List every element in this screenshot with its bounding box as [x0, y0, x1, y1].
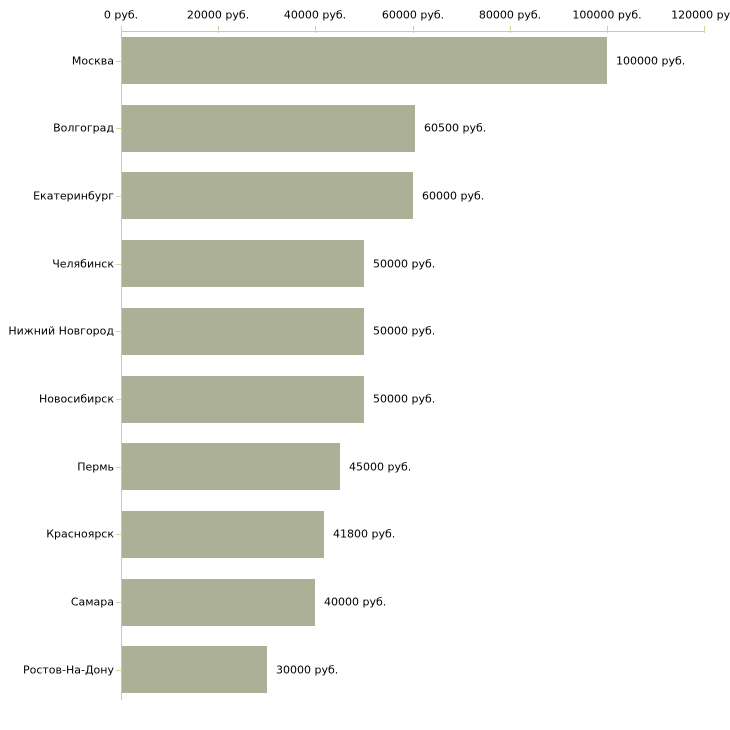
category-axis-tick [116, 331, 121, 332]
bar-value-label: 41800 руб. [333, 527, 396, 541]
value-axis-tick-label: 0 руб. [103, 8, 139, 22]
bar-value-label: 30000 руб. [276, 663, 339, 677]
bar-value-label: 50000 руб. [373, 392, 436, 406]
category-axis-tick [116, 128, 121, 129]
value-axis-tick [510, 26, 511, 33]
category-axis-tick [116, 61, 121, 62]
bar-value-label: 50000 руб. [373, 324, 436, 338]
category-axis-tick [116, 399, 121, 400]
value-axis-tick-label: 20000 руб. [186, 8, 250, 22]
bar-value-label: 60000 руб. [422, 189, 485, 203]
category-label: Москва [71, 54, 114, 67]
bar [122, 308, 364, 355]
bar-value-label: 40000 руб. [324, 595, 387, 609]
bar-value-label: 100000 руб. [616, 54, 686, 67]
bar [122, 172, 413, 219]
category-axis-tick [116, 196, 121, 197]
category-axis-tick [116, 264, 121, 265]
bar [122, 579, 315, 626]
value-axis-tick-label: 80000 руб. [478, 8, 542, 22]
category-label: Новосибирск [38, 392, 114, 406]
value-axis-tick-label: 60000 руб. [381, 8, 445, 22]
bar [122, 376, 364, 423]
bar [122, 240, 364, 287]
bar [122, 37, 607, 84]
bar [122, 105, 415, 152]
bar-value-label: 60500 руб. [424, 121, 487, 135]
bar-value-label: 45000 руб. [349, 460, 412, 474]
value-axis-tick [121, 26, 122, 33]
category-label: Екатеринбург [33, 189, 114, 203]
value-axis-tick-label: 120000 руб [671, 8, 730, 22]
bar-value-label: 50000 руб. [373, 257, 436, 271]
category-axis-tick [116, 602, 121, 603]
value-axis-line [121, 31, 704, 32]
bar [122, 511, 324, 558]
value-axis-tick [315, 26, 316, 33]
category-label: Волгоград [53, 121, 114, 135]
category-label: Челябинск [52, 257, 114, 271]
category-label: Нижний Новгород [8, 324, 114, 338]
category-label: Пермь [77, 460, 114, 474]
category-axis-tick [116, 534, 121, 535]
category-label: Ростов-На-Дону [22, 663, 114, 677]
value-axis-tick-label: 40000 руб. [283, 8, 347, 22]
value-axis-tick [607, 26, 608, 33]
category-label: Самара [70, 595, 114, 609]
category-axis-tick [116, 670, 121, 671]
category-axis-tick [116, 467, 121, 468]
category-axis-line [121, 31, 122, 700]
bar [122, 646, 267, 693]
value-axis-tick [218, 26, 219, 33]
category-label: Красноярск [46, 527, 114, 541]
value-axis-tick [413, 26, 414, 33]
value-axis-tick-label: 100000 руб. [572, 8, 642, 22]
value-axis-tick [704, 26, 705, 33]
bar [122, 443, 340, 490]
